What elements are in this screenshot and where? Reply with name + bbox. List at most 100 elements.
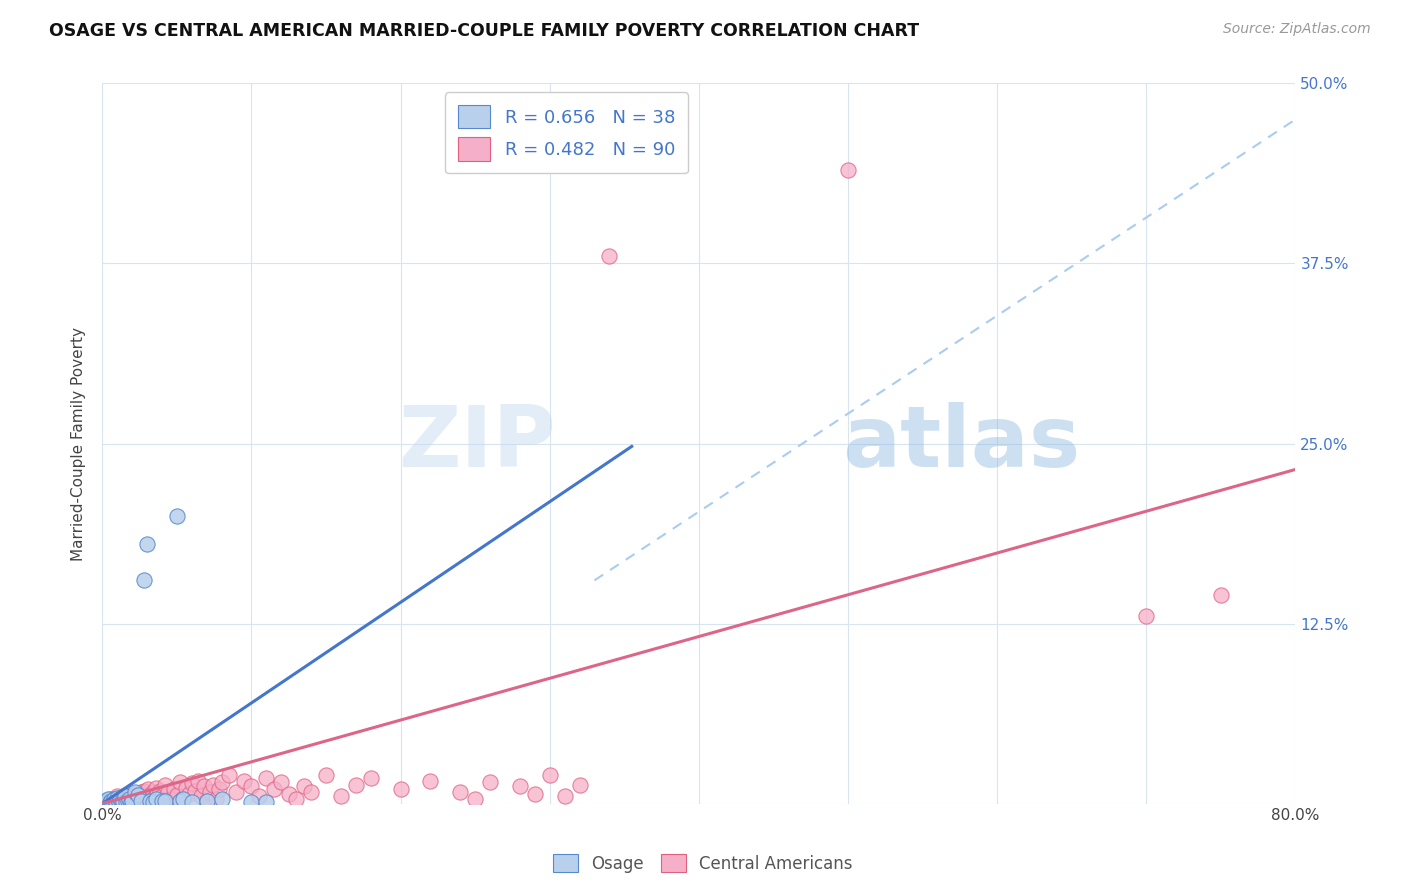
Point bbox=[211, 792, 233, 806]
Point bbox=[204, 792, 226, 806]
Point bbox=[240, 795, 263, 809]
Point bbox=[101, 794, 124, 808]
Point bbox=[103, 792, 125, 806]
Point bbox=[124, 789, 146, 804]
Point bbox=[270, 775, 292, 789]
Point bbox=[96, 795, 118, 809]
Point bbox=[837, 162, 859, 177]
Point bbox=[187, 773, 209, 788]
Point bbox=[232, 773, 254, 788]
Point bbox=[132, 574, 155, 588]
Point bbox=[110, 795, 132, 809]
Point bbox=[198, 785, 221, 799]
Point bbox=[93, 795, 115, 809]
Point bbox=[142, 785, 165, 799]
Point bbox=[112, 795, 135, 809]
Point bbox=[96, 795, 118, 809]
Point bbox=[138, 782, 160, 797]
Point bbox=[172, 792, 194, 806]
Point bbox=[118, 795, 141, 809]
Point bbox=[292, 780, 315, 794]
Point bbox=[464, 792, 486, 806]
Point bbox=[145, 780, 167, 795]
Point bbox=[1209, 588, 1232, 602]
Point bbox=[183, 783, 205, 797]
Point bbox=[538, 768, 561, 782]
Point bbox=[153, 794, 176, 808]
Point bbox=[195, 794, 218, 808]
Point bbox=[169, 794, 191, 808]
Point bbox=[218, 768, 240, 782]
Point bbox=[141, 792, 163, 806]
Point bbox=[177, 787, 200, 801]
Point bbox=[129, 794, 152, 808]
Point bbox=[120, 795, 142, 809]
Point bbox=[118, 792, 141, 806]
Point bbox=[277, 787, 299, 801]
Point bbox=[128, 792, 150, 806]
Point bbox=[134, 789, 156, 804]
Point bbox=[104, 792, 127, 806]
Point bbox=[104, 794, 127, 808]
Y-axis label: Married-Couple Family Poverty: Married-Couple Family Poverty bbox=[72, 326, 86, 560]
Point bbox=[554, 789, 576, 804]
Text: OSAGE VS CENTRAL AMERICAN MARRIED-COUPLE FAMILY POVERTY CORRELATION CHART: OSAGE VS CENTRAL AMERICAN MARRIED-COUPLE… bbox=[49, 22, 920, 40]
Point bbox=[120, 792, 142, 806]
Point bbox=[254, 771, 277, 785]
Point bbox=[105, 789, 128, 804]
Point bbox=[389, 782, 412, 797]
Point bbox=[240, 780, 263, 794]
Point bbox=[153, 778, 176, 792]
Point bbox=[315, 768, 337, 782]
Point bbox=[1135, 609, 1157, 624]
Point bbox=[100, 795, 122, 809]
Point bbox=[523, 787, 546, 801]
Point bbox=[145, 792, 167, 806]
Text: atlas: atlas bbox=[842, 402, 1080, 485]
Point bbox=[150, 794, 173, 808]
Point bbox=[97, 794, 120, 808]
Point bbox=[110, 794, 132, 808]
Point bbox=[124, 785, 146, 799]
Point bbox=[568, 778, 591, 792]
Point bbox=[360, 771, 382, 785]
Point bbox=[156, 785, 179, 799]
Point bbox=[247, 789, 270, 804]
Point bbox=[121, 794, 143, 808]
Point bbox=[254, 795, 277, 809]
Point bbox=[136, 794, 159, 808]
Point bbox=[142, 795, 165, 809]
Legend: Osage, Central Americans: Osage, Central Americans bbox=[547, 847, 859, 880]
Point bbox=[344, 778, 367, 792]
Point bbox=[105, 790, 128, 805]
Point bbox=[149, 783, 172, 797]
Point bbox=[114, 788, 136, 802]
Point bbox=[139, 794, 162, 808]
Point bbox=[127, 788, 149, 802]
Point bbox=[117, 790, 139, 805]
Legend: R = 0.656   N = 38, R = 0.482   N = 90: R = 0.656 N = 38, R = 0.482 N = 90 bbox=[446, 93, 688, 173]
Point bbox=[180, 776, 202, 790]
Point bbox=[129, 785, 152, 799]
Point bbox=[139, 788, 162, 802]
Point bbox=[150, 789, 173, 804]
Point bbox=[201, 778, 224, 792]
Point bbox=[329, 789, 352, 804]
Point bbox=[132, 783, 155, 797]
Point bbox=[148, 794, 170, 808]
Point bbox=[172, 790, 194, 805]
Point bbox=[115, 794, 138, 808]
Point bbox=[166, 508, 188, 523]
Point bbox=[98, 792, 121, 806]
Point bbox=[108, 790, 131, 805]
Point bbox=[159, 792, 181, 806]
Point bbox=[285, 792, 308, 806]
Point bbox=[112, 792, 135, 806]
Point bbox=[121, 787, 143, 801]
Point bbox=[97, 792, 120, 806]
Point bbox=[193, 780, 215, 794]
Point bbox=[93, 795, 115, 809]
Point bbox=[263, 782, 285, 797]
Point bbox=[166, 788, 188, 802]
Point bbox=[107, 795, 129, 809]
